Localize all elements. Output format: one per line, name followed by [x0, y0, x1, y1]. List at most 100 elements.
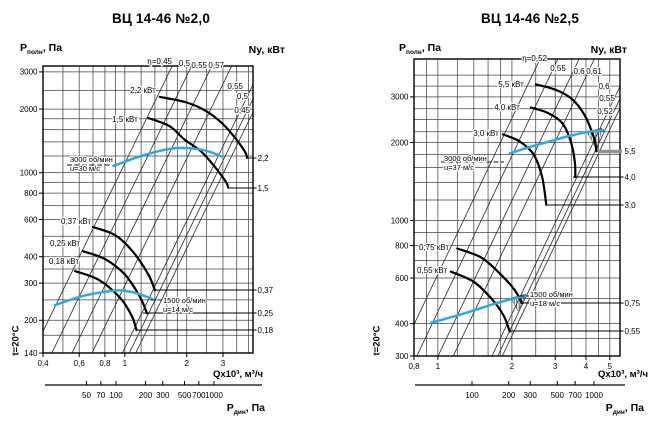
y-tick-label: 200: [24, 316, 38, 325]
secondary-tick-label: 100: [465, 391, 479, 400]
secondary-tick-label: 70: [96, 391, 105, 400]
efficiency-label: 0,57: [208, 61, 224, 70]
efficiency-line: [128, 97, 253, 353]
secondary-tick-label: 300: [156, 391, 170, 400]
y-tick-label: 600: [395, 274, 409, 283]
efficiency-line: [414, 59, 541, 326]
dynamic-pressure-axis-label: Pдин, Па: [226, 402, 265, 416]
power-curve-label: 0,18 кВт: [49, 257, 79, 266]
chart-0: 2,2 1,5 0,37 0,25 0,18 0,4 0,6 0,8 1 2 3 3000 2000 10…: [20, 56, 274, 400]
plot-content: [43, 66, 253, 353]
power-curve-label: 0,75 кВт: [419, 243, 449, 252]
efficiency-line: [43, 66, 173, 333]
y-tick-label: 1000: [20, 168, 38, 177]
secondary-tick-label: 50: [82, 391, 91, 400]
power-curve-label: 5,5 кВт: [498, 80, 524, 89]
x-tick-label: 2: [185, 359, 190, 368]
efficiency-line: [452, 59, 595, 356]
power-curve-label: 3,0 кВт: [473, 129, 499, 138]
power-value-label: 3,0: [625, 201, 637, 210]
x-tick-label: 0,6: [74, 359, 86, 368]
y-tick-label: 300: [395, 352, 409, 361]
secondary-tick-label: 700: [568, 391, 582, 400]
x-tick-label: 3: [553, 362, 558, 371]
power-curve-label: 0,25 кВт: [50, 239, 80, 248]
power-curve: [91, 225, 156, 292]
efficiency-line: [491, 85, 620, 356]
y-tick-label: 400: [24, 253, 38, 262]
secondary-tick-label: 100: [109, 391, 123, 400]
efficiency-label: 0,55: [550, 64, 566, 73]
efficiency-line: [51, 66, 193, 353]
efficiency-line: [501, 107, 620, 356]
y-tick-label: 140: [24, 349, 38, 358]
power-value-label: 1,5: [258, 184, 270, 193]
power-curve: [529, 106, 577, 179]
x-tick-label: 0,4: [37, 359, 49, 368]
power-curve: [81, 250, 148, 315]
power-axis-label: Ny, кВт: [590, 44, 627, 56]
efficiency-line: [416, 59, 559, 356]
power-curve-label: 1,5 кВт: [112, 115, 138, 124]
secondary-tick-label: 200: [502, 391, 516, 400]
speed-label: 1500 об/мин: [530, 290, 573, 299]
efficiency-line: [91, 66, 233, 353]
power-curve: [534, 83, 598, 153]
efficiency-label: 0,55: [191, 61, 207, 70]
power-curve: [456, 247, 524, 305]
efficiency-label: 0,5: [179, 59, 191, 68]
secondary-tick-label: 700: [192, 391, 206, 400]
power-curve: [147, 116, 230, 189]
y-tick-label: 3000: [20, 68, 38, 77]
power-value-label: 0,55: [625, 327, 641, 336]
efficiency-line: [121, 83, 253, 353]
plot-content: [414, 59, 620, 356]
power-curve: [158, 95, 249, 159]
flow-curve: [112, 146, 224, 168]
efficiency-line: [135, 111, 253, 353]
plot-border: [413, 58, 621, 357]
x-tick-label: 1: [123, 359, 128, 368]
grid: [414, 59, 620, 356]
temperature-note: t=20°C: [371, 325, 383, 356]
efficiency-label: 0,52: [597, 107, 613, 116]
secondary-tick-label: 300: [524, 391, 538, 400]
temperature-note: t=20°C: [10, 325, 22, 356]
efficiency-label: 0,5: [237, 92, 249, 101]
x-tick-label: 0,8: [408, 362, 420, 371]
pressure-axis-label: Pполн, Па: [20, 42, 63, 56]
flow-axis-label: Qx10³, м³/ч: [212, 369, 263, 380]
x-tick-label: 0,8: [99, 359, 111, 368]
y-tick-label: 2000: [20, 105, 38, 114]
speed-note-label: u=30 м/с: [70, 164, 100, 173]
power-value-label: 0,18: [258, 326, 274, 335]
efficiency-line: [437, 59, 580, 356]
secondary-tick-label: 200: [139, 391, 153, 400]
power-curve-label: 0,55 кВт: [417, 266, 447, 275]
secondary-tick-label: 1000: [585, 391, 603, 400]
chart-title: ВЦ 14-46 №2,0: [111, 11, 211, 26]
secondary-tick-label: 500: [178, 391, 192, 400]
power-curve-label: 0,37 кВт: [61, 217, 91, 226]
speed-note-label: u=37 м/с: [444, 163, 474, 172]
speed-note-label: u=14 м/с: [163, 305, 193, 314]
speed-note-label: u=18 м/с: [530, 299, 560, 308]
efficiency-label: 0,6: [573, 67, 585, 76]
secondary-tick-label: 500: [551, 391, 565, 400]
efficiency-line: [497, 97, 620, 356]
y-tick-label: 800: [395, 241, 409, 250]
grid: [43, 66, 253, 353]
power-value-label: 5,5: [625, 147, 637, 156]
plot-border: [42, 65, 254, 354]
dynamic-pressure-axis-label: Pдин, Па: [605, 402, 644, 416]
efficiency-label: 0,6: [598, 82, 610, 91]
power-axis-label: Ny, кВт: [248, 44, 285, 56]
power-curve: [74, 270, 138, 332]
chart-1: 5,5 4,0 3,0 0,75 0,55 0,8 1 2 3 4 5 3000 2000 1000 800…: [391, 53, 641, 400]
y-tick-label: 600: [24, 215, 38, 224]
y-tick-label: 400: [395, 319, 409, 328]
power-curve-label: 2,2 кВт: [130, 86, 156, 95]
x-tick-label: 4: [584, 362, 589, 371]
